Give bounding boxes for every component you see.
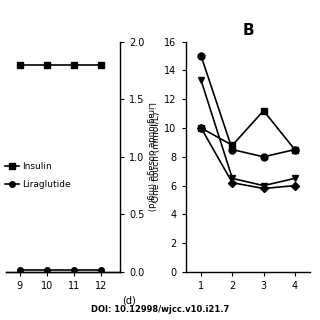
Line: Insulin: Insulin <box>16 61 105 68</box>
Insulin <box>45 63 49 67</box>
Text: DOI: 10.12998/wjcc.v10.i21.7: DOI: 10.12998/wjcc.v10.i21.7 <box>91 305 229 314</box>
Text: (d): (d) <box>122 295 136 305</box>
Insulin <box>18 63 22 67</box>
Title: B: B <box>242 23 254 38</box>
Insulin <box>99 63 103 67</box>
Liraglutide <box>72 268 76 272</box>
Liraglutide <box>45 268 49 272</box>
Liraglutide <box>18 268 22 272</box>
Legend: Insulin, Liraglutide: Insulin, Liraglutide <box>5 162 71 189</box>
Liraglutide <box>99 268 103 272</box>
Line: Liraglutide: Liraglutide <box>17 267 104 272</box>
Insulin <box>72 63 76 67</box>
Y-axis label: One touch (mmol/L): One touch (mmol/L) <box>152 112 161 202</box>
Y-axis label: Liraglutide dosage (mg/d): Liraglutide dosage (mg/d) <box>147 102 156 212</box>
